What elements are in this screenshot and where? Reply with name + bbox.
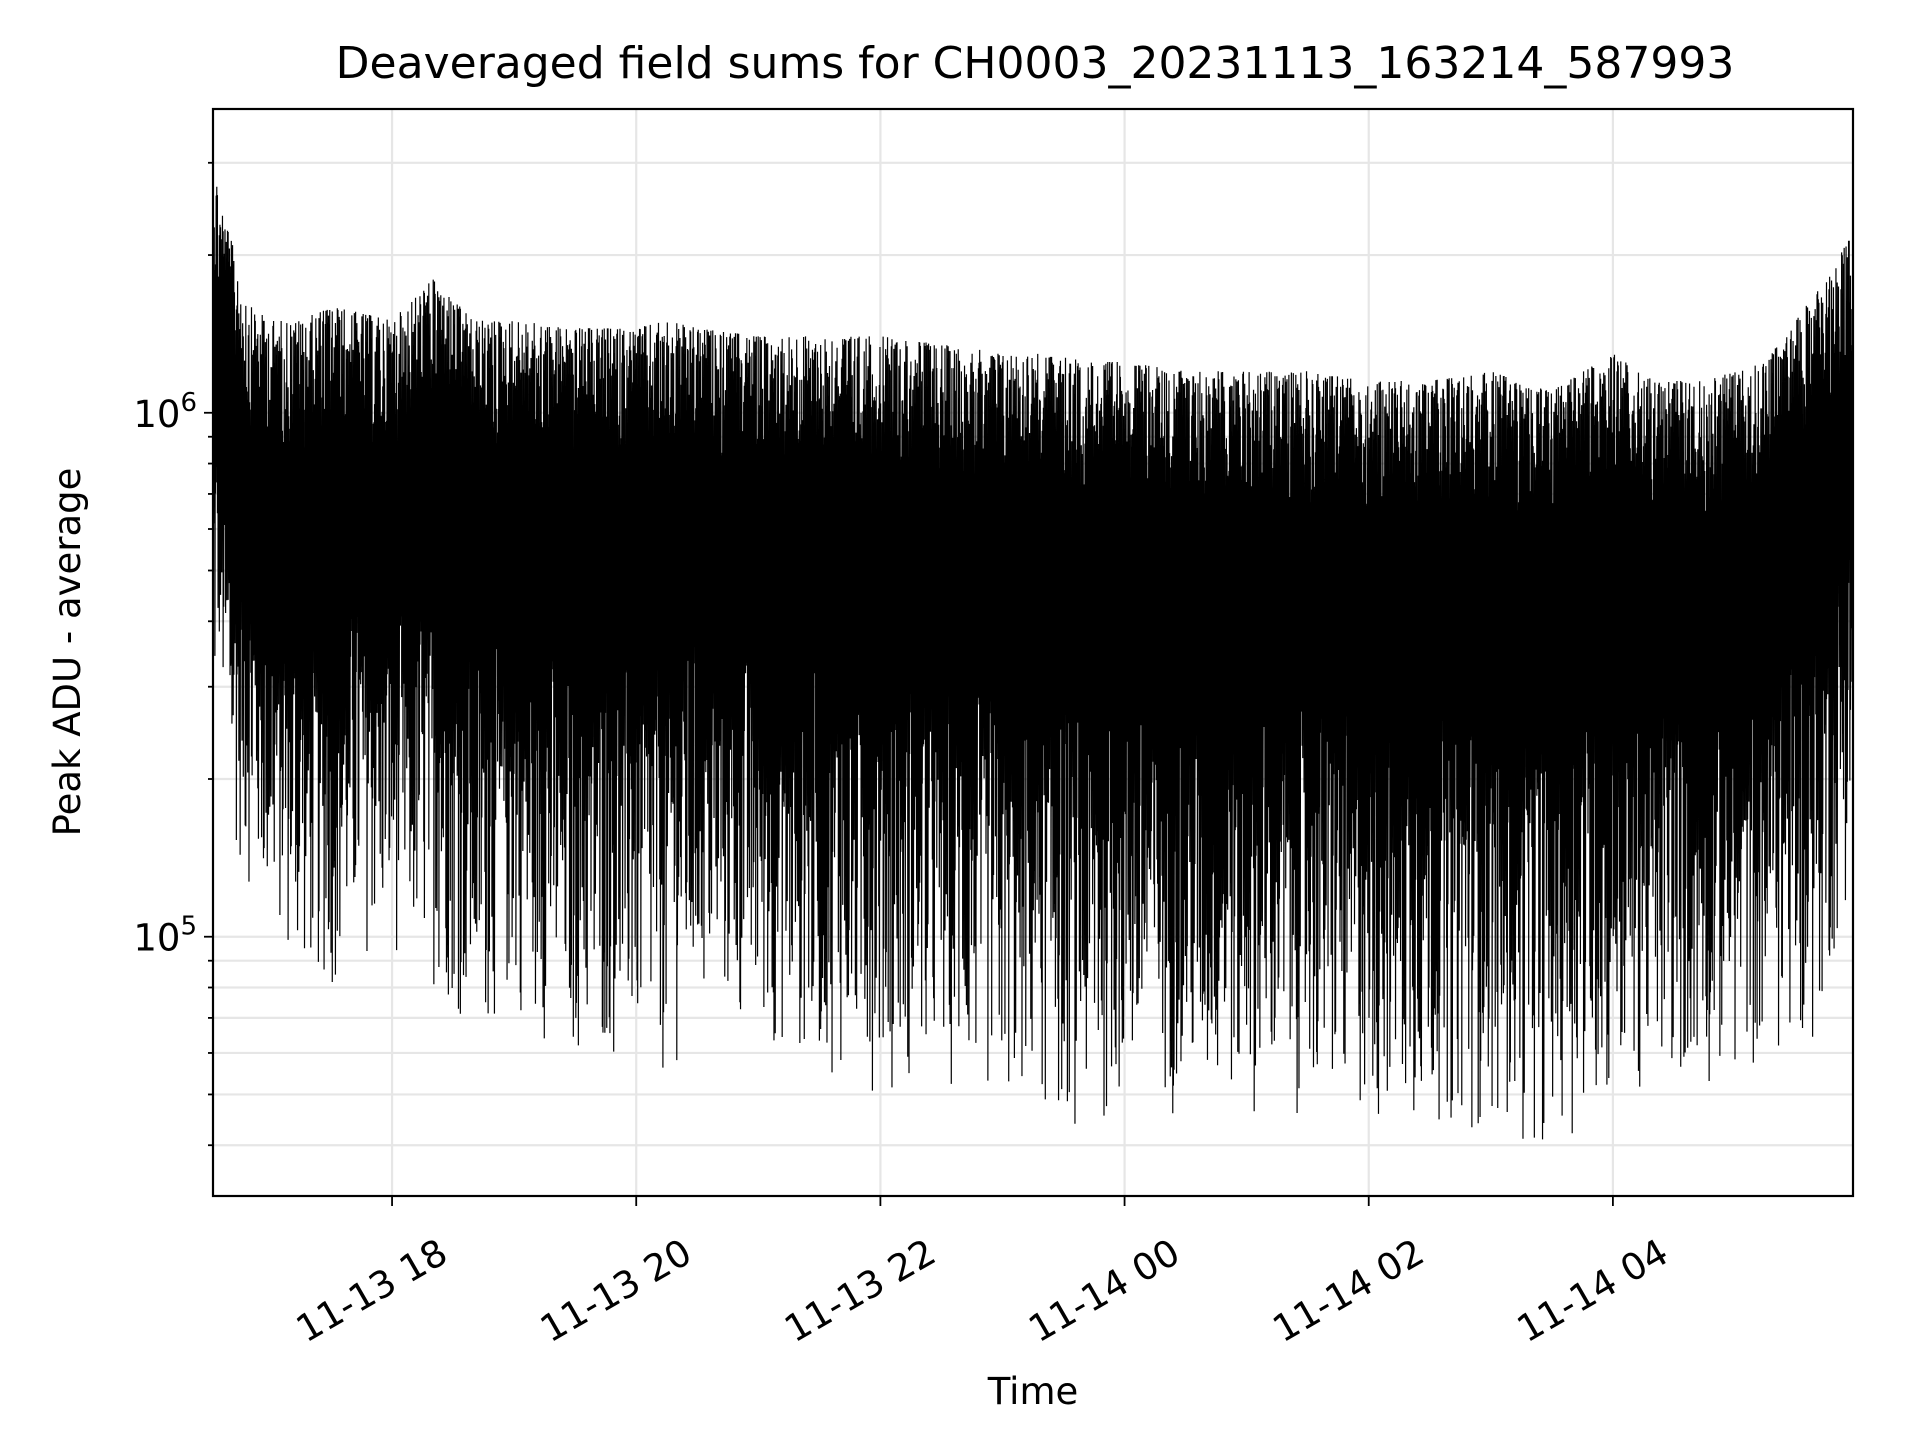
y-axis: 105 106 <box>133 161 213 1147</box>
series-layer <box>212 167 1854 1140</box>
y-tick-label: 105 <box>133 912 197 960</box>
y-axis-label: Peak ADU - average <box>46 468 89 837</box>
chart-title: Deaveraged field sums for CH0003_2023111… <box>336 38 1735 89</box>
x-axis-label: Time <box>987 1370 1079 1413</box>
plot-frame <box>211 107 1855 1198</box>
y-tick-label: 106 <box>133 388 197 436</box>
series-line <box>212 167 1854 1140</box>
